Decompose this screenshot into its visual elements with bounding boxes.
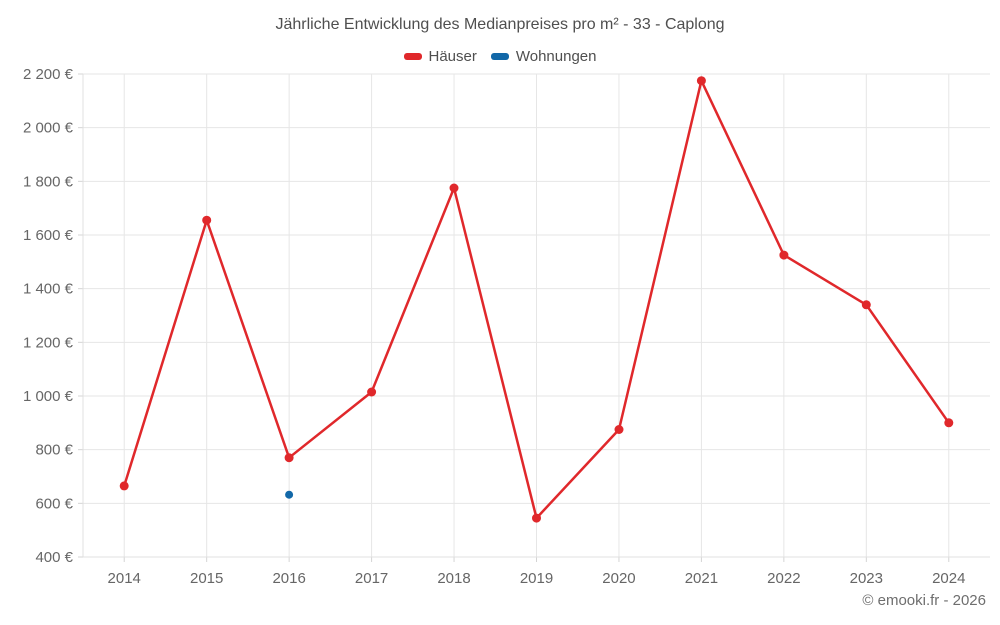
x-axis-tick-label: 2023: [850, 570, 883, 587]
data-point-haeuser-2016[interactable]: [284, 453, 294, 463]
y-axis-tick-label: 2 200 €: [23, 66, 74, 83]
series-haeuser: [119, 76, 954, 523]
data-point-haeuser-2019[interactable]: [532, 513, 541, 523]
copyright-credit: © emooki.fr - 2026: [862, 592, 986, 609]
data-point-wohnungen-2016[interactable]: [285, 490, 294, 499]
y-axis-tick-label: 400 €: [35, 549, 73, 566]
axes: [78, 73, 990, 562]
legend-item-wohnungen[interactable]: Wohnungen: [490, 47, 597, 65]
legend-item-haeuser[interactable]: Häuser: [403, 47, 477, 65]
legend-swatch-haeuser-icon: [403, 52, 422, 60]
y-axis-tick-label: 1 400 €: [23, 281, 74, 298]
x-axis-tick-label: 2021: [685, 570, 718, 587]
x-axis-tick-label: 2022: [767, 570, 800, 587]
data-point-haeuser-2022[interactable]: [779, 250, 789, 260]
gridlines: [83, 73, 990, 558]
y-axis-tick-label: 600 €: [35, 495, 73, 512]
legend-swatch-wohnungen-icon: [490, 52, 509, 60]
y-axis-tick-label: 1 000 €: [23, 388, 74, 405]
x-axis-tick-label: 2020: [602, 570, 635, 587]
data-point-haeuser-2015[interactable]: [202, 215, 212, 225]
legend-label-haeuser: Häuser: [428, 47, 477, 65]
y-axis-tick-label: 1 800 €: [23, 173, 74, 190]
legend-label-wohnungen: Wohnungen: [515, 47, 597, 65]
y-axis-tick-label: 1 200 €: [23, 334, 74, 351]
x-axis-tick-label: 2024: [932, 570, 965, 587]
legend: Häuser Wohnungen: [0, 46, 1000, 66]
data-point-haeuser-2020[interactable]: [614, 425, 624, 434]
y-axis-tick-label: 2 000 €: [23, 120, 74, 137]
y-axis-tick-label: 1 600 €: [23, 227, 74, 244]
x-axis-tick-label: 2015: [190, 570, 223, 587]
x-axis-tick-label: 2017: [355, 570, 388, 587]
x-axis-tick-label: 2019: [520, 570, 553, 587]
data-point-haeuser-2014[interactable]: [119, 481, 129, 491]
x-axis-tick-label: 2014: [108, 570, 141, 587]
data-point-haeuser-2024[interactable]: [944, 418, 954, 428]
y-axis-tick-label: 800 €: [35, 442, 73, 459]
x-axis-tick-label: 2016: [272, 570, 305, 587]
axis-labels: 400 € 600 € 800 € 1 000 € 1 200 € 1 400 € 1 60…: [23, 66, 966, 587]
data-point-haeuser-2017[interactable]: [367, 387, 377, 397]
data-point-haeuser-2018[interactable]: [449, 183, 459, 193]
x-axis-tick-label: 2018: [437, 570, 470, 587]
data-point-haeuser-2023[interactable]: [861, 300, 871, 310]
series-wohnungen: [285, 490, 294, 499]
data-point-haeuser-2021[interactable]: [696, 76, 706, 86]
chart-title: Jährliche Entwicklung des Medianpreises …: [275, 16, 725, 33]
